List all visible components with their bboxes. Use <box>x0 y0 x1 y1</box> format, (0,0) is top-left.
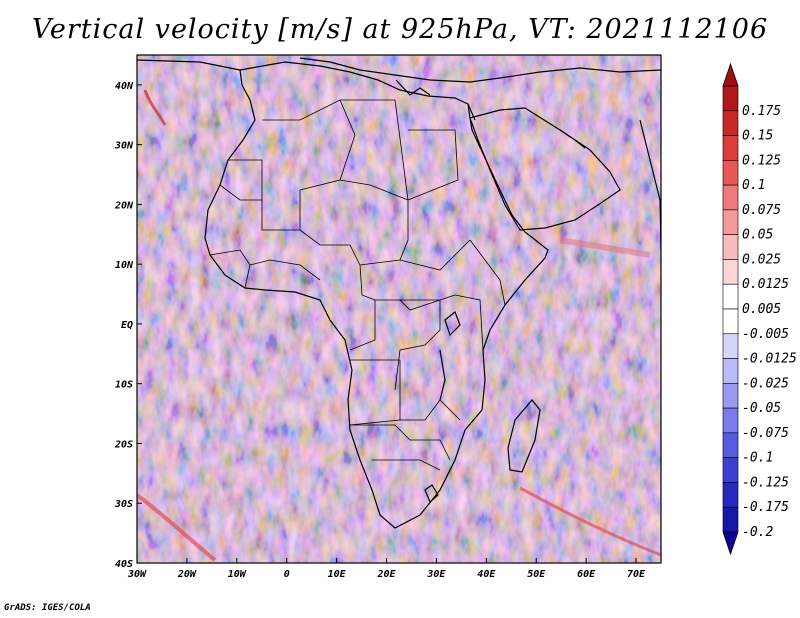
colorbar-swatch <box>722 209 739 235</box>
colorbar-swatch <box>722 358 739 384</box>
colorbar-swatch <box>722 160 739 186</box>
colorbar-label: 0.125 <box>742 153 781 168</box>
longitude-ticks: 30W 20W 10W 0 10E 20E 30E 40E 50E 60E 70E <box>127 558 646 580</box>
lon-tick-label: 50E <box>527 569 546 580</box>
colorbar-swatch <box>722 184 739 211</box>
lon-tick-label: 20E <box>376 569 396 580</box>
colorbar-label: 0.05 <box>742 228 773 243</box>
colorbar-swatch <box>722 457 739 483</box>
lat-tick-label: 40N <box>115 81 134 92</box>
lat-tick-label: 30N <box>114 141 134 152</box>
colorbar-label: 0.175 <box>742 104 781 119</box>
map-title: Vertical velocity [m/s] at 925hPa, VT: 2… <box>31 14 769 45</box>
lon-tick-label: 40E <box>477 569 496 580</box>
lon-tick-label: 30E <box>426 569 446 580</box>
colorbar-label: -0.125 <box>742 475 789 490</box>
lat-tick-label: 20N <box>114 200 134 211</box>
lat-tick-label: EQ <box>121 320 133 331</box>
colorbar-label: 0.15 <box>742 129 773 144</box>
lat-tick-label: 40S <box>115 559 133 570</box>
lon-tick-label: 70E <box>627 569 646 580</box>
latitude-ticks: 40N 30N 20N 10N EQ 10S 20S 30S 40S <box>114 81 142 570</box>
colorbar-label: -0.2 <box>742 525 773 540</box>
colorbar-swatch <box>722 110 739 136</box>
colorbar: 0.175 0.15 0.125 0.1 0.075 0.05 0.025 0.0125 0.0… <box>722 62 797 556</box>
colorbar-label: 0.075 <box>742 203 781 218</box>
lat-tick-label: 10N <box>115 260 134 271</box>
colorbar-swatch <box>722 482 739 508</box>
colorbar-label: -0.075 <box>742 426 789 441</box>
colorbar-swatch <box>722 506 739 533</box>
colorbar-swatch <box>722 432 739 458</box>
colorbar-swatch <box>722 234 739 260</box>
lon-tick-label: 20W <box>177 569 197 580</box>
colorbar-top-arrow <box>722 62 739 87</box>
colorbar-label: 0.1 <box>742 178 765 193</box>
lat-tick-label: 30S <box>114 499 133 510</box>
colorbar-label: -0.1 <box>742 451 773 466</box>
colorbar-label: 0.025 <box>742 252 781 267</box>
colorbar-label: -0.05 <box>742 401 781 416</box>
lon-tick-label: 60E <box>577 569 596 580</box>
colorbar-label: 0.0125 <box>742 277 789 292</box>
colorbar-label: -0.0125 <box>742 352 797 367</box>
lon-tick-label: 10E <box>328 569 347 580</box>
colorbar-swatch <box>722 85 739 112</box>
map-frame <box>136 54 662 564</box>
colorbar-swatch <box>722 333 739 359</box>
colorbar-label: 0.005 <box>742 302 781 317</box>
colorbar-label: -0.005 <box>742 327 789 342</box>
colorbar-swatch <box>722 383 739 409</box>
colorbar-swatch <box>722 259 739 285</box>
lon-tick-label: 10W <box>228 569 247 580</box>
colorbar-label: -0.175 <box>742 500 789 515</box>
colorbar-swatch <box>722 308 739 335</box>
lat-tick-label: 20S <box>114 439 133 450</box>
lon-tick-label: 30W <box>127 569 147 580</box>
colorbar-swatch <box>722 407 739 434</box>
colorbar-swatch <box>722 283 739 310</box>
colorbar-bottom-arrow <box>722 531 739 556</box>
country-borders <box>209 99 506 471</box>
colorbar-label: -0.025 <box>742 376 789 391</box>
credit-text: GrADS: IGES/COLA <box>4 603 91 613</box>
lat-tick-label: 10S <box>115 380 133 391</box>
colorbar-swatch <box>722 135 739 161</box>
lon-tick-label: 0 <box>284 569 290 580</box>
